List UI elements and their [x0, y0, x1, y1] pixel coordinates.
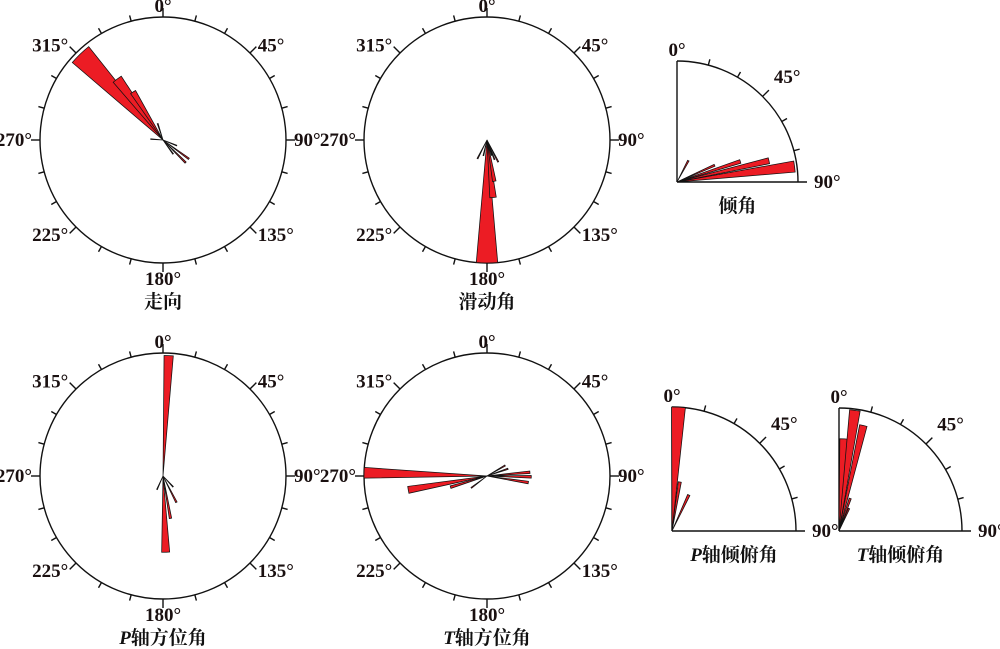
svg-text:270°: 270°	[320, 130, 356, 151]
svg-text:180°: 180°	[469, 269, 505, 290]
svg-text:90°: 90°	[294, 130, 321, 151]
svg-text:315°: 315°	[32, 35, 68, 56]
svg-text:P轴倾俯角: P轴倾俯角	[689, 544, 778, 566]
svg-text:270°: 270°	[0, 130, 32, 151]
svg-text:45°: 45°	[258, 35, 285, 56]
svg-text:0°: 0°	[154, 332, 171, 353]
svg-text:滑动角: 滑动角	[458, 291, 515, 313]
svg-text:0°: 0°	[478, 332, 495, 353]
svg-text:135°: 135°	[582, 561, 618, 582]
svg-text:90°: 90°	[812, 521, 839, 542]
svg-text:P轴方位角: P轴方位角	[118, 627, 207, 649]
svg-text:0°: 0°	[154, 0, 171, 17]
svg-text:225°: 225°	[356, 561, 392, 582]
svg-text:180°: 180°	[469, 605, 505, 626]
svg-text:90°: 90°	[294, 466, 321, 487]
svg-text:315°: 315°	[356, 35, 392, 56]
svg-text:45°: 45°	[582, 371, 609, 392]
svg-text:45°: 45°	[937, 415, 964, 436]
svg-text:45°: 45°	[582, 35, 609, 56]
svg-text:90°: 90°	[618, 130, 645, 151]
svg-text:270°: 270°	[0, 466, 32, 487]
svg-text:45°: 45°	[774, 67, 801, 88]
svg-text:315°: 315°	[32, 371, 68, 392]
svg-text:180°: 180°	[145, 269, 181, 290]
svg-text:315°: 315°	[356, 371, 392, 392]
svg-text:90°: 90°	[978, 521, 1000, 542]
svg-text:225°: 225°	[356, 225, 392, 246]
svg-text:45°: 45°	[258, 371, 285, 392]
svg-text:135°: 135°	[258, 225, 294, 246]
svg-text:225°: 225°	[32, 225, 68, 246]
svg-text:90°: 90°	[814, 172, 841, 193]
svg-text:T轴方位角: T轴方位角	[443, 627, 531, 649]
svg-text:45°: 45°	[771, 414, 798, 435]
svg-text:270°: 270°	[320, 466, 356, 487]
svg-text:135°: 135°	[582, 225, 618, 246]
svg-text:0°: 0°	[478, 0, 495, 17]
svg-text:走向: 走向	[144, 291, 182, 313]
svg-text:0°: 0°	[830, 387, 847, 408]
svg-text:135°: 135°	[258, 561, 294, 582]
svg-text:225°: 225°	[32, 561, 68, 582]
svg-text:180°: 180°	[145, 605, 181, 626]
svg-text:90°: 90°	[618, 466, 645, 487]
svg-text:倾角: 倾角	[718, 195, 756, 217]
svg-text:0°: 0°	[663, 386, 680, 407]
svg-text:T轴倾俯角: T轴倾俯角	[857, 544, 945, 566]
svg-text:0°: 0°	[668, 40, 685, 61]
